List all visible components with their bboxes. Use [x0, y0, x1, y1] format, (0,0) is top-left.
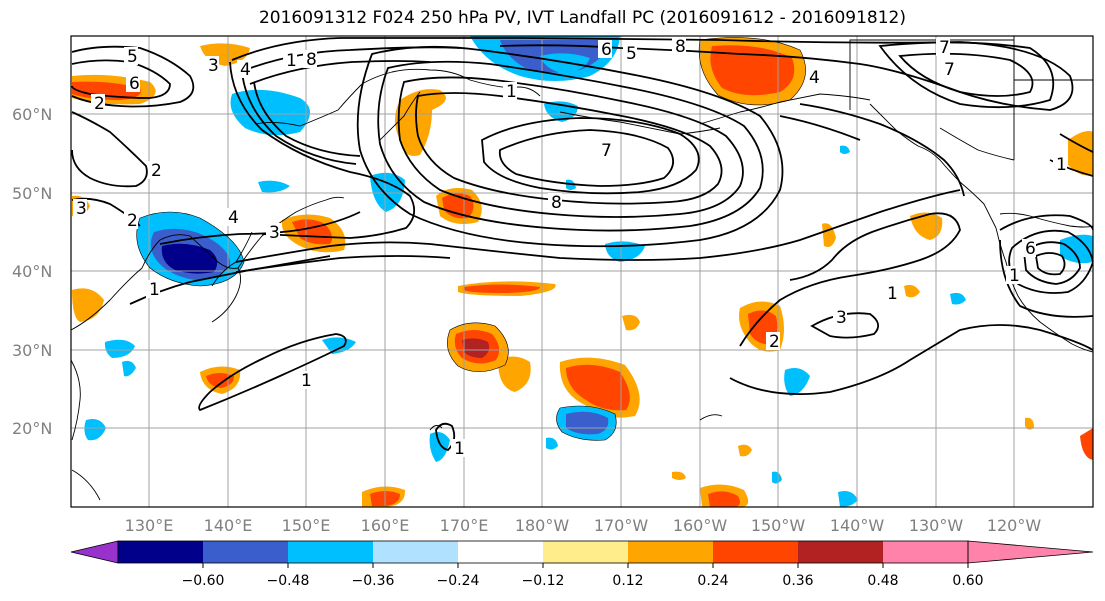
contour-label: 4 [809, 68, 820, 88]
lon-label: 140°E [204, 516, 253, 535]
colorbar-tick-label: 0.36 [782, 573, 813, 589]
contour-label: 3 [76, 199, 87, 219]
colorbar-segment [373, 541, 458, 563]
contour-label: 1 [454, 439, 465, 459]
contour-label: 3 [836, 308, 847, 328]
contour-label: 2 [94, 94, 105, 114]
contour-label: 8 [675, 37, 686, 57]
coastlines [71, 36, 1093, 501]
colorbar-segment [883, 541, 968, 563]
contour-label: 2 [127, 211, 138, 231]
colorbar-tick-label: −0.24 [437, 573, 480, 589]
contour-label: 6 [129, 74, 140, 94]
lon-label: 180°W [515, 516, 570, 535]
contour-label: 8 [551, 193, 562, 213]
colorbar-segment [458, 541, 543, 563]
map-frame [70, 35, 1094, 508]
shading-outlines [136, 37, 806, 441]
contour-label: 1 [1056, 155, 1067, 175]
contour-label: 4 [240, 60, 251, 80]
pv-contours [71, 37, 1093, 451]
colorbar-segment [798, 541, 883, 563]
contour-labels: 5 6 2 3 4 1 8 7 5 6 8 4 7 8 3 1 2 1 3 [73, 37, 1067, 459]
longitude-labels: 130°E 140°E 150°E 160°E 170°E 180°W 170°… [125, 516, 1042, 535]
lon-label: 130°W [909, 516, 964, 535]
lon-label: 130°E [125, 516, 174, 535]
lon-label: 160°E [361, 516, 410, 535]
colorbar-segment [713, 541, 798, 563]
colorbar-tick-label: 0.48 [867, 573, 898, 589]
colorbar-segment [543, 541, 628, 563]
colorbar: −0.60 −0.48 −0.36 −0.24 −0.12 0.12 0.24 … [70, 540, 1094, 589]
contour-label: 8 [306, 50, 317, 70]
contour-label: 1 [286, 51, 297, 71]
contour-label: 1 [149, 280, 160, 300]
contour-label: 2 [151, 161, 162, 181]
colorbar-segment [288, 541, 373, 563]
latitude-labels: 60°N 50°N 40°N 30°N 20°N [12, 105, 52, 438]
contour-label: 6 [601, 40, 612, 60]
colorbar-tick-label: −0.48 [267, 573, 310, 589]
lat-label: 50°N [12, 184, 52, 203]
colorbar-tick-label: 0.60 [952, 573, 983, 589]
lon-label: 170°E [440, 516, 489, 535]
lon-label: 150°W [751, 516, 806, 535]
contour-label: 3 [208, 56, 219, 76]
contour-label: 1 [1009, 266, 1020, 286]
colorbar-tick-label: −0.36 [352, 573, 395, 589]
contour-label: 1 [301, 371, 312, 391]
contour-label: 7 [601, 141, 612, 161]
contour-label: 3 [269, 223, 280, 243]
lon-label: 170°W [594, 516, 649, 535]
lon-label: 150°E [282, 516, 331, 535]
contour-label: 2 [769, 332, 780, 352]
map-title: 2016091312 F024 250 hPa PV, IVT Landfall… [258, 8, 906, 28]
lat-label: 60°N [12, 105, 52, 124]
lon-label: 120°W [987, 516, 1042, 535]
contour-label: 1 [887, 284, 898, 304]
contour-label: 1 [506, 82, 517, 102]
colorbar-tick-label: −0.60 [182, 573, 225, 589]
contour-label: 5 [626, 44, 637, 64]
contour-label: 5 [127, 47, 138, 67]
lat-label: 40°N [12, 262, 52, 281]
lon-label: 140°W [830, 516, 885, 535]
colorbar-segment [118, 541, 203, 563]
colorbar-tick-label: 0.24 [697, 573, 728, 589]
lat-label: 30°N [12, 341, 52, 360]
colorbar-segment [203, 541, 288, 563]
contour-label: 6 [1025, 239, 1036, 259]
lat-label: 20°N [12, 419, 52, 438]
colorbar-tick-label: −0.12 [522, 573, 565, 589]
contour-label: 4 [228, 208, 239, 228]
contour-label: 7 [944, 60, 955, 80]
colorbar-extend-max [967, 540, 1094, 564]
colorbar-tick-label: 0.12 [612, 573, 643, 589]
colorbar-extend-min [70, 540, 119, 564]
pv-shading [72, 36, 1093, 507]
colorbar-segment [628, 541, 713, 563]
contour-label: 7 [939, 38, 950, 58]
lon-label: 160°W [673, 516, 728, 535]
